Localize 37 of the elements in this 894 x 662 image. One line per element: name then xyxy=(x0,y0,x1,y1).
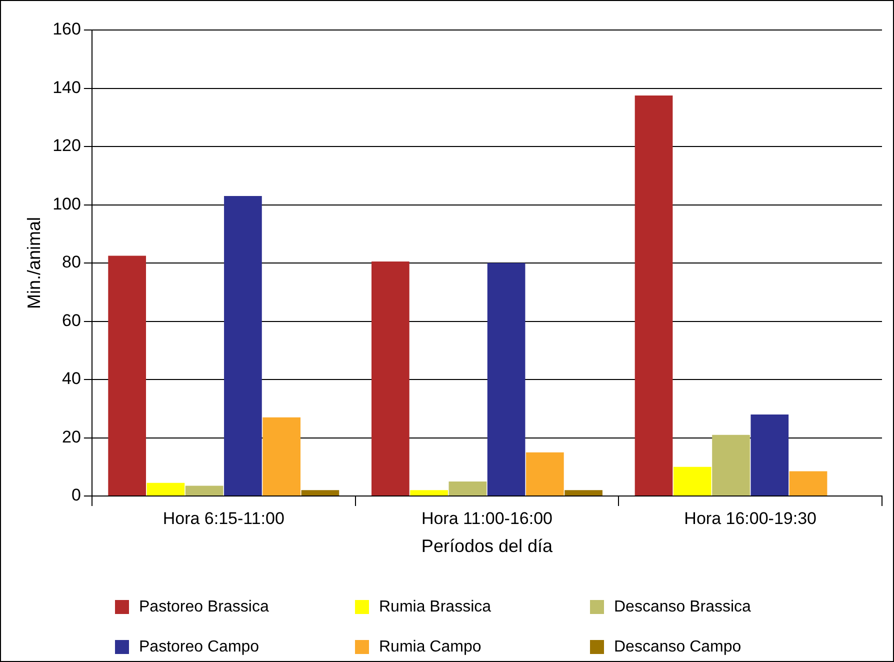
bar xyxy=(262,417,300,496)
y-axis-title: Min./animal xyxy=(24,216,44,310)
legend-label: Pastoreo Campo xyxy=(139,638,260,656)
legend-label: Pastoreo Brassica xyxy=(139,598,269,616)
bar xyxy=(185,486,224,496)
y-tick-label: 80 xyxy=(62,252,81,272)
bar xyxy=(224,196,262,496)
bar xyxy=(108,256,146,496)
x-tick-label: Hora 6:15-11:00 xyxy=(162,508,284,528)
bar xyxy=(712,434,750,496)
x-tick-label: Hora 16:00-19:30 xyxy=(684,508,816,528)
x-axis-title: Períodos del día xyxy=(421,536,554,556)
y-tick-label: 60 xyxy=(62,310,81,330)
y-tick-label: 0 xyxy=(71,486,81,505)
bar xyxy=(371,262,410,496)
bar xyxy=(564,490,602,496)
legend-label: Descanso Campo xyxy=(614,638,742,656)
legend-label: Descanso Brassica xyxy=(614,598,752,616)
y-tick-label: 160 xyxy=(52,20,81,39)
legend-label: Rumia Brassica xyxy=(379,598,492,616)
bar xyxy=(750,414,789,496)
y-tick-label: 140 xyxy=(52,78,81,97)
y-tick-label: 40 xyxy=(62,369,81,388)
x-tick-label: Hora 11:00-16:00 xyxy=(421,508,553,528)
bar xyxy=(301,490,340,496)
bar xyxy=(448,481,487,496)
bar xyxy=(526,452,564,496)
bar xyxy=(487,263,526,496)
bar xyxy=(634,96,673,496)
bar xyxy=(410,490,448,496)
bar xyxy=(673,466,712,496)
y-tick-label: 100 xyxy=(52,194,81,214)
bar xyxy=(789,471,828,496)
bar xyxy=(146,482,185,496)
y-tick-label: 20 xyxy=(62,427,81,446)
y-tick-label: 120 xyxy=(52,136,81,156)
legend-label: Rumia Campo xyxy=(379,638,482,656)
